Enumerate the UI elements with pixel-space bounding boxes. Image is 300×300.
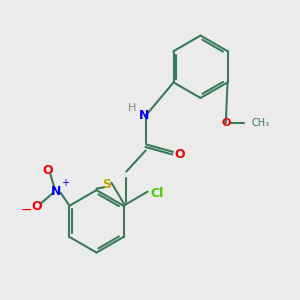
Text: H: H (128, 103, 136, 113)
Text: Cl: Cl (151, 187, 164, 200)
Text: O: O (42, 164, 53, 177)
Text: S: S (102, 178, 111, 191)
Text: O: O (174, 148, 185, 161)
Text: N: N (139, 109, 149, 122)
Text: +: + (61, 178, 69, 188)
Text: O: O (32, 200, 42, 213)
Text: CH₃: CH₃ (251, 118, 269, 128)
Text: O: O (221, 118, 230, 128)
Text: −: − (21, 202, 32, 216)
Text: N: N (51, 185, 62, 198)
